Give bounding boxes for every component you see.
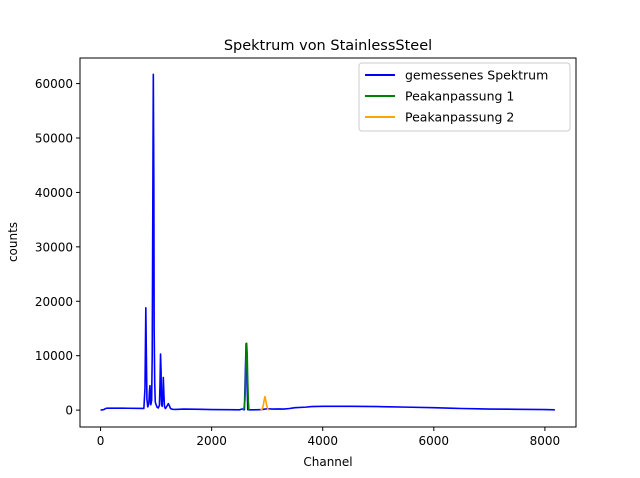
- plot-frame: [79, 57, 577, 428]
- legend-label-3: Peakanpassung 2: [405, 110, 514, 125]
- y-tick-label: 60000: [35, 77, 73, 91]
- y-axis-label: counts: [6, 222, 20, 262]
- y-tick-label: 10000: [35, 349, 73, 363]
- series-layer: [100, 73, 555, 411]
- x-tick-label: 4000: [307, 434, 338, 448]
- x-tick-label: 2000: [196, 434, 227, 448]
- y-axis: 0 10000 20000 30000 40000 50000 60000: [35, 77, 80, 418]
- plot-area: [79, 57, 577, 428]
- x-axis: 0 2000 4000 6000 8000: [97, 427, 560, 448]
- y-tick-label: 20000: [35, 295, 73, 309]
- series-line-2: [242, 342, 251, 411]
- y-tick-label: 30000: [35, 240, 73, 254]
- legend-label-1: gemessenes Spektrum: [405, 68, 548, 83]
- series-line-1: [100, 73, 555, 411]
- x-tick-label: 8000: [530, 434, 561, 448]
- x-tick-label: 0: [97, 434, 105, 448]
- legend-box: [358, 62, 571, 132]
- y-tick-label: 50000: [35, 132, 73, 146]
- series-line-3: [260, 395, 270, 411]
- y-tick-label: 40000: [35, 186, 73, 200]
- x-axis-label: Channel: [303, 455, 352, 469]
- legend: gemessenes Spektrum Peakanpassung 1 Peakan…: [358, 62, 571, 132]
- chart-title: Spektrum von StainlessSteel: [224, 38, 432, 54]
- legend-label-2: Peakanpassung 1: [405, 89, 514, 104]
- y-tick-label: 0: [65, 404, 73, 418]
- x-tick-label: 6000: [419, 434, 450, 448]
